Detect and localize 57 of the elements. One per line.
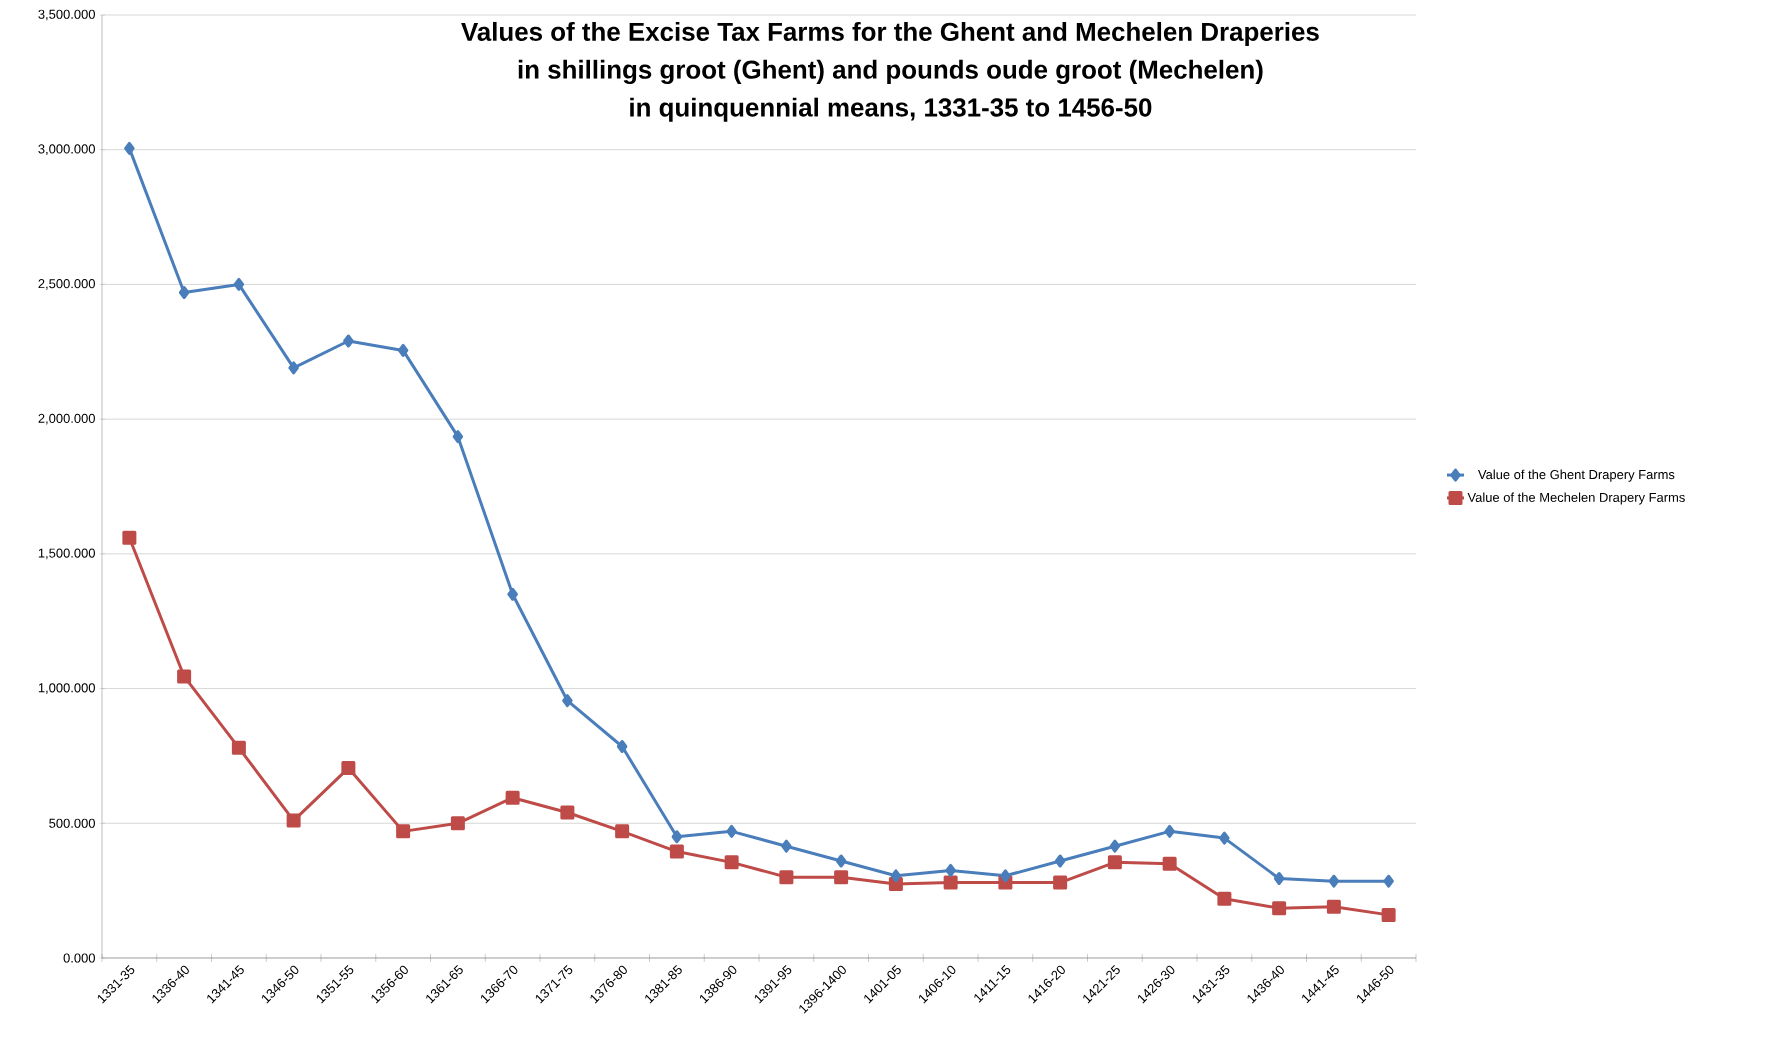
point <box>1000 869 1011 883</box>
point <box>122 530 137 545</box>
point <box>343 334 354 348</box>
y-tick-label: 1,500.000 <box>38 548 95 560</box>
point <box>1054 854 1066 868</box>
point <box>724 855 739 870</box>
point <box>781 839 792 853</box>
point <box>507 587 518 601</box>
legend-label: Value of the Mechelen Drapery Farms <box>1467 492 1685 505</box>
point <box>943 875 958 890</box>
point <box>1273 872 1285 886</box>
y-tick-label: 500.000 <box>49 818 95 828</box>
point <box>834 870 849 885</box>
point <box>1272 901 1287 916</box>
point <box>286 813 301 828</box>
point <box>450 816 465 831</box>
y-tick-label: 2,500.000 <box>38 279 95 290</box>
point <box>616 739 628 753</box>
point <box>1219 831 1230 845</box>
point <box>452 430 464 444</box>
point <box>669 844 684 859</box>
point <box>1164 824 1175 838</box>
point <box>396 824 411 839</box>
point <box>1217 891 1232 906</box>
point <box>945 863 956 877</box>
y-tick-label: 0.000 <box>63 953 95 963</box>
point <box>890 869 902 883</box>
legend-label: Value of the Ghent Drapery Farms <box>1477 469 1675 482</box>
point <box>124 141 135 155</box>
point <box>288 361 299 375</box>
point <box>177 669 192 684</box>
point <box>1328 874 1340 888</box>
point <box>615 824 630 839</box>
point <box>341 761 356 776</box>
text: Values of the Excise Tax Farms for the Ghent and Mechelen Draperies in shillings groot (Ghent) and pounds oude groot (Mechelen) in quinquennial means, 1331-35 to 1456-50 <box>461 21 1319 122</box>
point <box>726 824 737 838</box>
point <box>562 694 573 708</box>
y-tick-label: 3,000.000 <box>38 144 95 156</box>
y-tick-label: 1,000.000 <box>38 683 95 694</box>
point <box>505 790 520 805</box>
point <box>1109 839 1121 853</box>
point <box>1053 875 1068 890</box>
point <box>178 286 190 299</box>
y-tick-label: 2,000.000 <box>38 413 95 425</box>
point <box>397 343 409 357</box>
point <box>1162 856 1177 871</box>
point <box>835 854 847 868</box>
point <box>560 805 575 820</box>
point <box>671 830 683 844</box>
point <box>231 740 246 755</box>
point <box>1383 874 1394 888</box>
point <box>1326 899 1341 914</box>
point <box>233 277 245 291</box>
point <box>1107 855 1122 870</box>
point <box>1381 907 1396 922</box>
y-tick-label: 3,500.000 <box>38 9 95 21</box>
point <box>779 870 794 885</box>
